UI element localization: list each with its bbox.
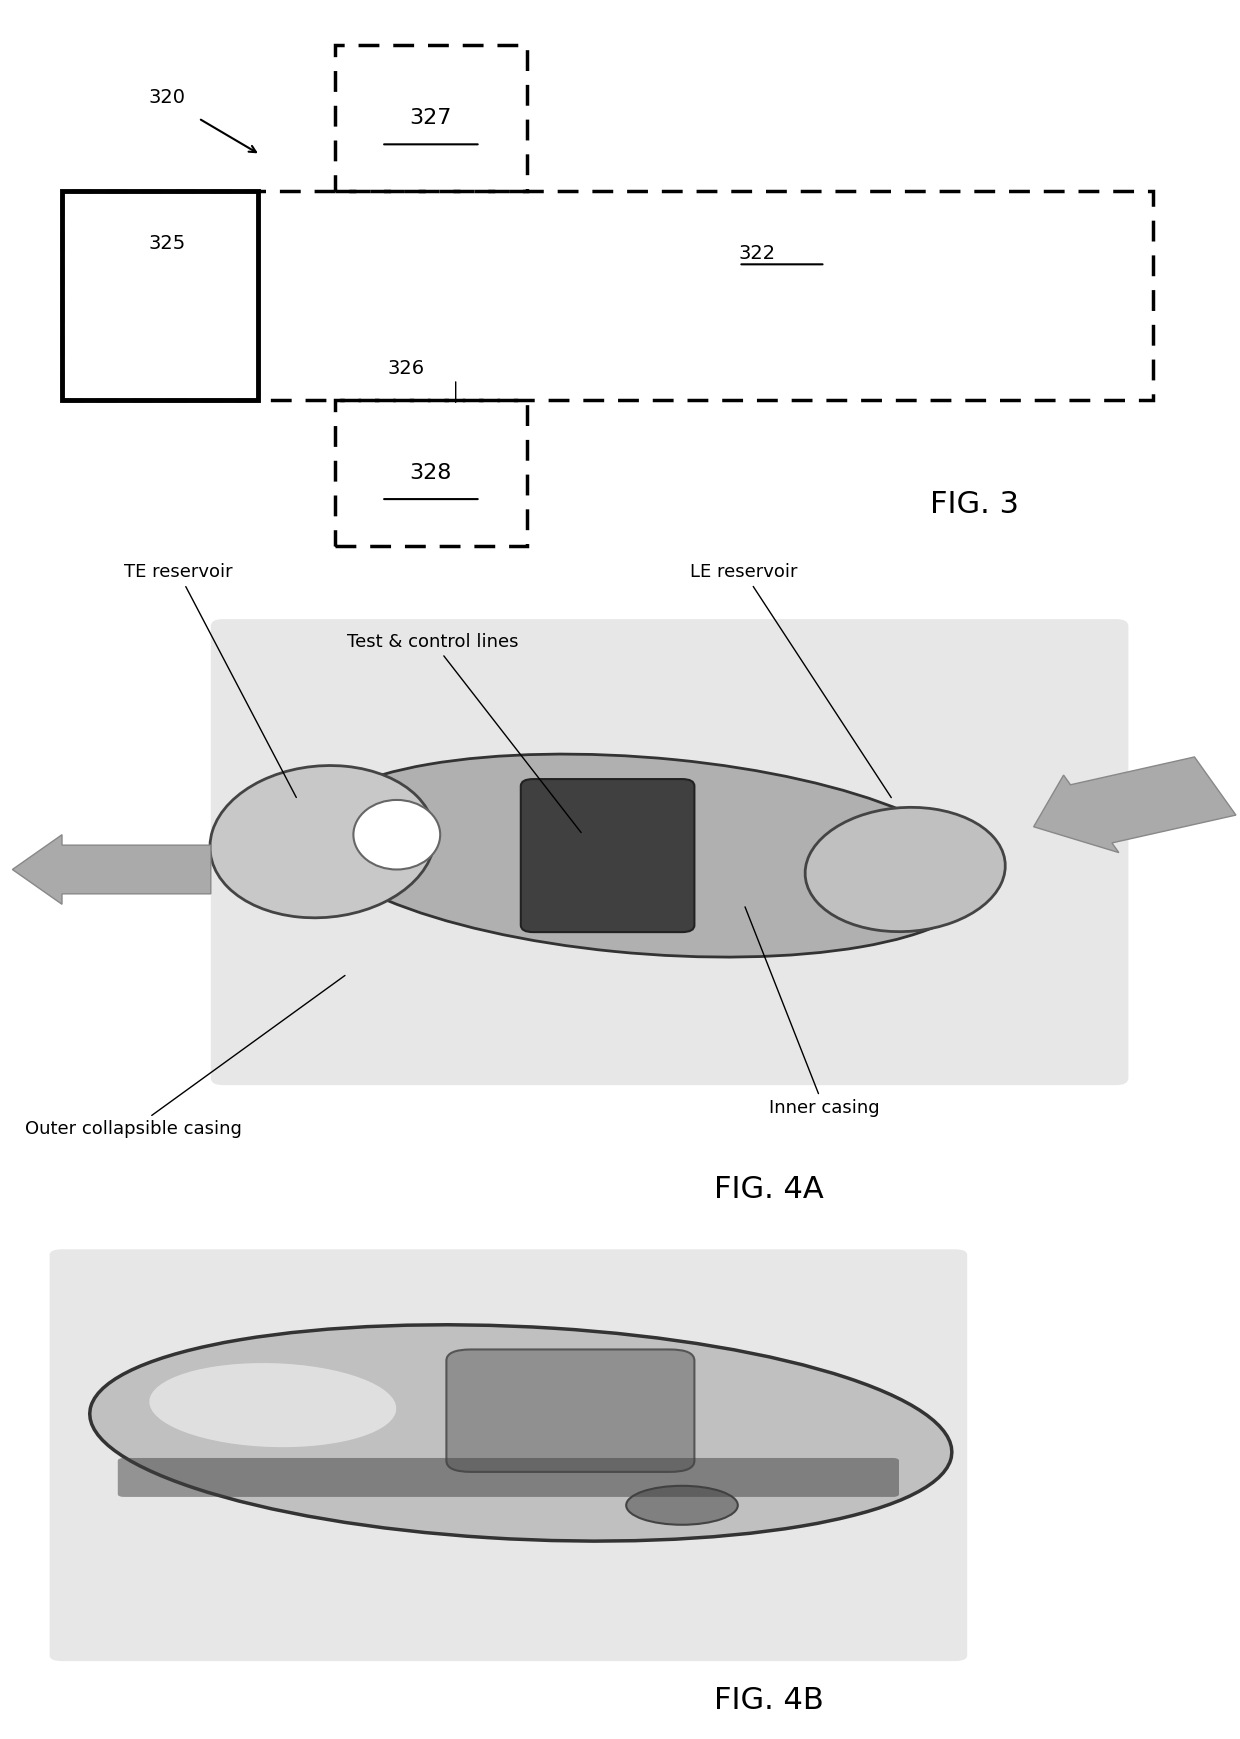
Text: 320: 320 (149, 89, 186, 106)
Text: 328: 328 (409, 463, 453, 483)
Ellipse shape (149, 1363, 397, 1447)
Text: Inner casing: Inner casing (745, 906, 879, 1116)
FancyArrow shape (12, 835, 211, 904)
Text: FIG. 4A: FIG. 4A (714, 1176, 823, 1203)
Ellipse shape (626, 1485, 738, 1525)
Text: 322: 322 (739, 245, 776, 263)
Text: TE reservoir: TE reservoir (124, 563, 296, 798)
Text: LE reservoir: LE reservoir (691, 563, 892, 798)
Text: 326: 326 (388, 360, 424, 377)
Ellipse shape (805, 807, 1006, 932)
Text: 327: 327 (409, 108, 453, 129)
FancyBboxPatch shape (50, 1249, 967, 1661)
FancyArrow shape (1034, 756, 1236, 852)
Text: FIG. 4B: FIG. 4B (714, 1685, 823, 1715)
Ellipse shape (89, 1325, 952, 1541)
FancyBboxPatch shape (118, 1457, 899, 1497)
Ellipse shape (353, 800, 440, 870)
FancyBboxPatch shape (211, 619, 1128, 1085)
Text: Test & control lines: Test & control lines (347, 633, 582, 833)
Text: 325: 325 (149, 235, 186, 252)
Ellipse shape (210, 765, 435, 918)
Text: FIG. 3: FIG. 3 (930, 490, 1019, 518)
Ellipse shape (308, 755, 982, 956)
Text: Outer collapsible casing: Outer collapsible casing (25, 976, 345, 1137)
FancyBboxPatch shape (521, 779, 694, 932)
FancyBboxPatch shape (446, 1349, 694, 1471)
